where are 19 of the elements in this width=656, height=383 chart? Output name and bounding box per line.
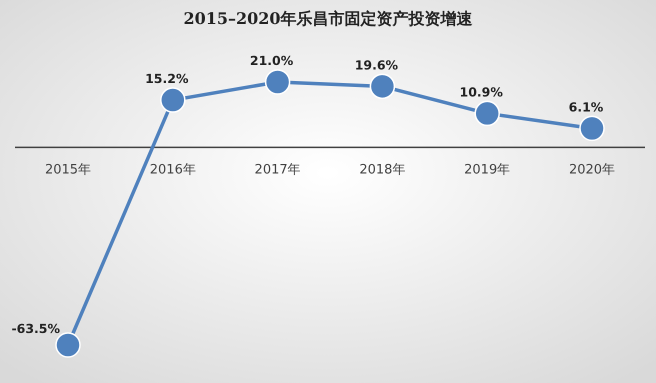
- point: [55, 332, 81, 358]
- point: [264, 69, 290, 95]
- point: [474, 100, 500, 126]
- x-tick-label: 2019年: [464, 162, 510, 178]
- data-label: 6.1%: [568, 99, 604, 114]
- x-tick-label: 2016年: [150, 162, 196, 178]
- x-tick-label: 2017年: [254, 162, 301, 178]
- data-label: 10.9%: [460, 84, 504, 100]
- point: [160, 87, 186, 113]
- point: [370, 74, 396, 100]
- point: [579, 116, 605, 142]
- data-label: 15.2%: [145, 71, 189, 86]
- data-label: 21.0%: [250, 53, 294, 68]
- data-label: -63.5%: [11, 321, 60, 336]
- x-tick-label: 2018年: [359, 162, 406, 178]
- chart-title: 2015–2020年乐昌市固定资产投资增速: [183, 9, 474, 28]
- x-tick-label: 2020年: [568, 162, 616, 178]
- data-label: 19.6%: [354, 57, 399, 72]
- x-tick-label: 2015年: [44, 162, 92, 178]
